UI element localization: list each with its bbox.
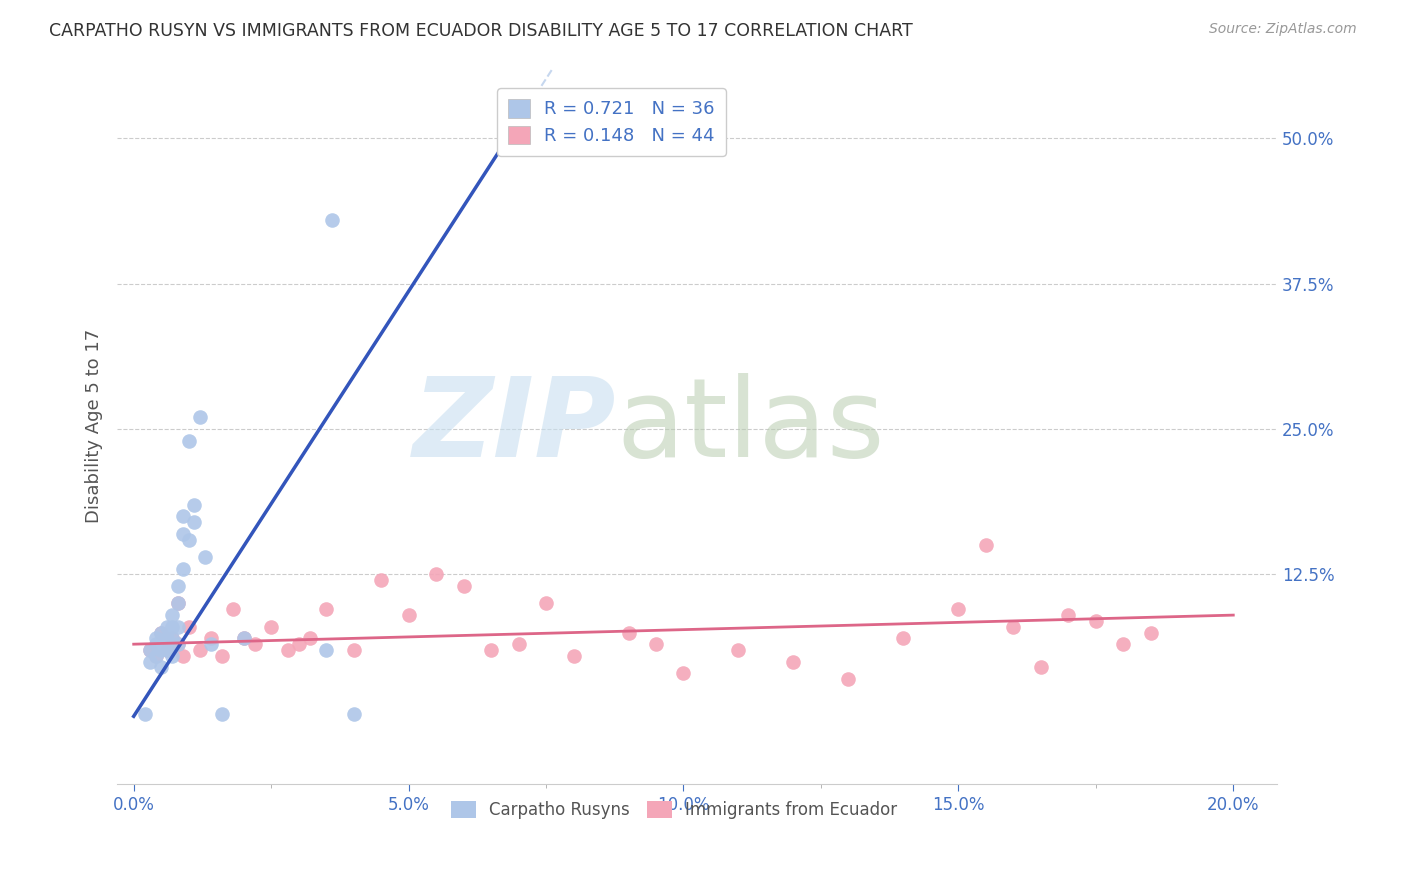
- Point: [1057, 608, 1080, 623]
- Point: [139, 643, 162, 657]
- Point: [172, 561, 194, 575]
- Point: [645, 637, 668, 651]
- Point: [221, 602, 243, 616]
- Point: [425, 567, 447, 582]
- Point: [166, 597, 188, 611]
- Point: [177, 533, 200, 547]
- Point: [160, 620, 183, 634]
- Point: [172, 509, 194, 524]
- Point: [287, 637, 309, 651]
- Point: [200, 632, 222, 646]
- Point: [183, 498, 205, 512]
- Point: [974, 538, 997, 552]
- Point: [166, 620, 188, 634]
- Point: [1084, 614, 1107, 628]
- Point: [1002, 620, 1025, 634]
- Point: [321, 212, 343, 227]
- Point: [1112, 637, 1135, 651]
- Point: [156, 643, 179, 657]
- Point: [177, 434, 200, 448]
- Point: [150, 660, 173, 674]
- Point: [166, 637, 188, 651]
- Point: [150, 625, 173, 640]
- Point: [183, 515, 205, 529]
- Point: [211, 648, 233, 663]
- Point: [145, 648, 167, 663]
- Point: [172, 526, 194, 541]
- Text: atlas: atlas: [616, 373, 884, 480]
- Point: [508, 637, 530, 651]
- Point: [172, 648, 194, 663]
- Point: [370, 573, 392, 587]
- Point: [200, 637, 222, 651]
- Point: [1140, 625, 1163, 640]
- Point: [145, 648, 167, 663]
- Point: [160, 608, 183, 623]
- Point: [534, 597, 557, 611]
- Point: [139, 643, 162, 657]
- Text: CARPATHO RUSYN VS IMMIGRANTS FROM ECUADOR DISABILITY AGE 5 TO 17 CORRELATION CHA: CARPATHO RUSYN VS IMMIGRANTS FROM ECUADO…: [49, 22, 912, 40]
- Point: [277, 643, 299, 657]
- Point: [479, 643, 502, 657]
- Point: [211, 706, 233, 721]
- Point: [617, 625, 640, 640]
- Point: [342, 706, 364, 721]
- Point: [156, 643, 179, 657]
- Point: [156, 632, 179, 646]
- Point: [139, 655, 162, 669]
- Point: [727, 643, 749, 657]
- Point: [342, 643, 364, 657]
- Point: [166, 597, 188, 611]
- Point: [188, 643, 211, 657]
- Point: [260, 620, 283, 634]
- Point: [160, 632, 183, 646]
- Point: [232, 632, 254, 646]
- Point: [156, 620, 179, 634]
- Point: [782, 655, 804, 669]
- Point: [160, 632, 183, 646]
- Point: [150, 625, 173, 640]
- Point: [672, 666, 695, 681]
- Point: [315, 643, 337, 657]
- Point: [166, 637, 188, 651]
- Point: [837, 672, 859, 686]
- Point: [150, 643, 173, 657]
- Point: [1029, 660, 1052, 674]
- Text: ZIP: ZIP: [412, 373, 616, 480]
- Point: [134, 706, 156, 721]
- Point: [243, 637, 266, 651]
- Point: [194, 549, 217, 564]
- Point: [166, 579, 188, 593]
- Point: [398, 608, 420, 623]
- Point: [453, 579, 475, 593]
- Point: [948, 602, 970, 616]
- Text: Source: ZipAtlas.com: Source: ZipAtlas.com: [1209, 22, 1357, 37]
- Point: [145, 637, 167, 651]
- Point: [145, 632, 167, 646]
- Point: [232, 632, 254, 646]
- Point: [156, 637, 179, 651]
- Point: [298, 632, 321, 646]
- Point: [893, 632, 915, 646]
- Point: [562, 648, 585, 663]
- Y-axis label: Disability Age 5 to 17: Disability Age 5 to 17: [86, 329, 103, 524]
- Point: [188, 410, 211, 425]
- Point: [315, 602, 337, 616]
- Legend: Carpatho Rusyns, Immigrants from Ecuador: Carpatho Rusyns, Immigrants from Ecuador: [444, 794, 904, 825]
- Point: [177, 620, 200, 634]
- Point: [160, 648, 183, 663]
